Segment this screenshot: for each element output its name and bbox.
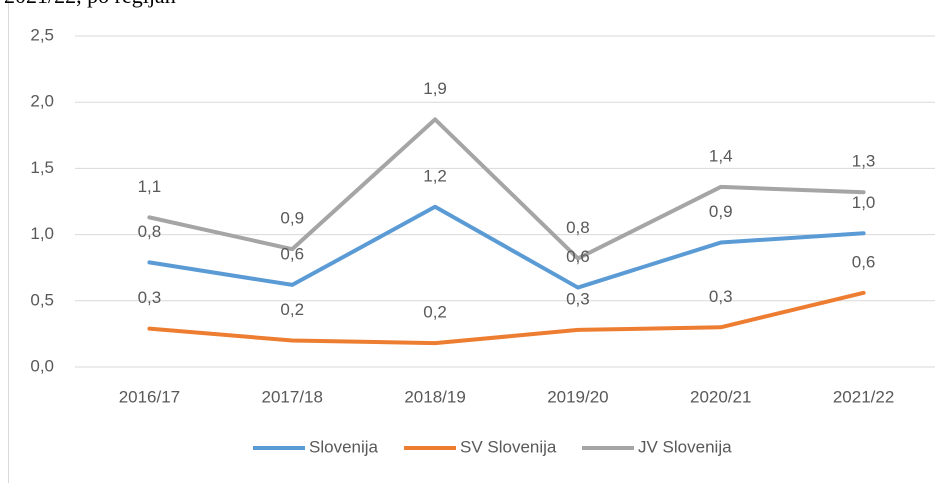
- legend-label: Slovenija: [309, 437, 379, 456]
- data-label: 0,6: [566, 247, 590, 266]
- data-label: 1,2: [423, 166, 447, 185]
- data-label: 0,8: [566, 218, 590, 237]
- data-label: 0,2: [423, 303, 447, 322]
- data-label: 1,3: [852, 152, 876, 171]
- data-label: 0,6: [852, 252, 876, 271]
- data-label: 0,2: [280, 300, 304, 319]
- x-tick-label: 2020/21: [690, 387, 751, 406]
- data-label: 1,9: [423, 79, 447, 98]
- x-tick-label: 2017/18: [262, 387, 323, 406]
- y-tick-label: 0,5: [30, 290, 54, 309]
- y-tick-label: 1,5: [30, 158, 54, 177]
- data-label: 0,9: [709, 202, 733, 221]
- x-tick-label: 2018/19: [404, 387, 465, 406]
- y-tick-label: 0,0: [30, 356, 54, 375]
- x-tick-label: 2019/20: [547, 387, 608, 406]
- data-label: 0,3: [566, 289, 590, 308]
- x-tick-label: 2016/17: [119, 387, 180, 406]
- legend-label: JV Slovenija: [638, 437, 732, 456]
- x-tick-label: 2021/22: [833, 387, 894, 406]
- series-line: [147, 117, 866, 261]
- data-label: 1,0: [852, 193, 876, 212]
- data-label: 0,3: [709, 287, 733, 306]
- data-label: 0,3: [138, 288, 162, 307]
- chart-title: 2021/22, po regijah: [4, 0, 176, 8]
- data-label: 1,1: [138, 177, 162, 196]
- data-label: 0,6: [280, 244, 304, 263]
- legend-label: SV Slovenija: [460, 437, 557, 456]
- y-tick-label: 2,0: [30, 92, 54, 111]
- y-tick-label: 2,5: [30, 25, 54, 44]
- series-line: [147, 290, 866, 346]
- series-line: [147, 204, 866, 290]
- data-label: 1,4: [709, 146, 733, 165]
- data-label: 0,8: [138, 222, 162, 241]
- data-label: 0,9: [280, 209, 304, 228]
- y-tick-label: 1,0: [30, 224, 54, 243]
